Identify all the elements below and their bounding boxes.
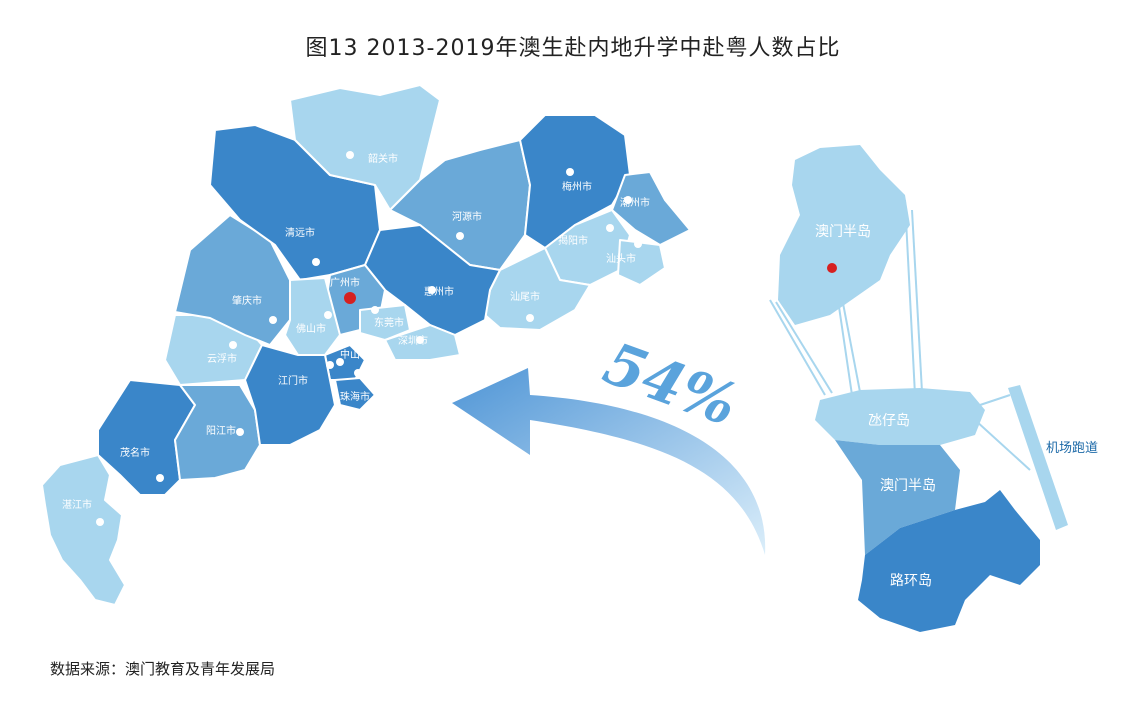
- city-dot-shaoguan: [346, 151, 354, 159]
- city-label: 江门市: [278, 374, 308, 387]
- runway-label: 机场跑道: [1046, 441, 1098, 456]
- city-dot-chaozhou: [624, 196, 632, 204]
- city-label: 韶关市: [368, 152, 398, 165]
- bridges: [769, 199, 1031, 471]
- city-dot-zhongshan: [336, 358, 344, 366]
- city-label: 珠海市: [340, 390, 370, 403]
- region-meizhou: [519, 114, 631, 249]
- city-labels: 韶关市 梅州市 潮州市 河源市 清远市 揭阳市 汕头市 广州市 惠州市 汕尾市 …: [62, 152, 650, 511]
- city-dot-shenzhen: [416, 336, 424, 344]
- city-dot-maoming: [156, 474, 164, 482]
- city-markers: [96, 151, 642, 526]
- city-label: 汕头市: [606, 252, 636, 265]
- city-dot-shantou: [634, 240, 642, 248]
- city-label: 茂名市: [120, 446, 150, 459]
- arrow-shape: [452, 368, 766, 555]
- city-label: 深圳市: [398, 334, 428, 347]
- runway: [1008, 385, 1068, 530]
- macau-label: 澳门半岛: [815, 224, 871, 240]
- city-dot-yunfu: [229, 341, 237, 349]
- city-label: 云浮市: [207, 352, 237, 365]
- macau-label: 澳门半岛: [880, 478, 936, 494]
- city-label: 广州市: [330, 276, 360, 289]
- city-dot-guangzhou-highlight: [344, 292, 356, 304]
- city-dot-zhanjiang: [96, 518, 104, 526]
- region-jiangmen: [244, 344, 336, 446]
- city-dot-zhuhai: [354, 369, 362, 377]
- city-label: 惠州市: [424, 285, 454, 298]
- macau-map: 澳门半岛 氹仔岛 澳门半岛 路环岛 机场跑道: [769, 145, 1098, 632]
- region-heyuan: [389, 139, 531, 271]
- city-label: 揭阳市: [558, 234, 588, 247]
- city-label: 佛山市: [296, 322, 326, 335]
- city-dot-yangjiang: [236, 428, 244, 436]
- curved-arrow: 54%: [452, 329, 766, 555]
- city-label: 中山市: [340, 348, 370, 361]
- city-dot-heyuan: [456, 232, 464, 240]
- region-yangjiang: [174, 384, 261, 481]
- region-macau-peninsula-top: [778, 145, 910, 325]
- city-label: 潮州市: [620, 196, 650, 209]
- city-dot-shanwei: [526, 314, 534, 322]
- region-taipa: [815, 388, 985, 445]
- city-dot-qingyuan: [312, 258, 320, 266]
- region-zhanjiang: [41, 454, 126, 606]
- city-label: 河源市: [452, 210, 482, 223]
- city-label: 汕尾市: [510, 290, 540, 303]
- city-dot-zhaoqing: [269, 316, 277, 324]
- city-label: 阳江市: [206, 424, 236, 437]
- macau-label: 路环岛: [890, 573, 932, 589]
- city-dot-foshan: [324, 311, 332, 319]
- city-dot-jieyang: [606, 224, 614, 232]
- city-dot-dongguan: [371, 306, 379, 314]
- data-source: 数据来源：澳门教育及青年发展局: [50, 660, 276, 678]
- macau-highlight-dot: [827, 263, 837, 273]
- region-coloane: [858, 490, 1040, 632]
- city-label: 梅州市: [562, 180, 592, 193]
- map-title: 图13 2013-2019年澳生赴内地升学中赴粤人数占比: [305, 36, 841, 61]
- city-label: 肇庆市: [232, 294, 262, 307]
- region-zhuhai: [334, 377, 376, 411]
- city-dot-huizhou: [428, 286, 436, 294]
- city-label: 清远市: [285, 226, 315, 239]
- city-label: 东莞市: [374, 316, 404, 329]
- region-cotai: [835, 440, 960, 555]
- region-chaozhou: [611, 171, 691, 246]
- region-shantou: [617, 239, 666, 286]
- region-shaoguan: [289, 84, 441, 211]
- city-label: 湛江市: [62, 498, 92, 511]
- macau-label: 氹仔岛: [868, 413, 910, 429]
- city-dot-meizhou: [566, 168, 574, 176]
- city-dot-jiangmen: [326, 361, 334, 369]
- guangdong-map: [41, 84, 691, 606]
